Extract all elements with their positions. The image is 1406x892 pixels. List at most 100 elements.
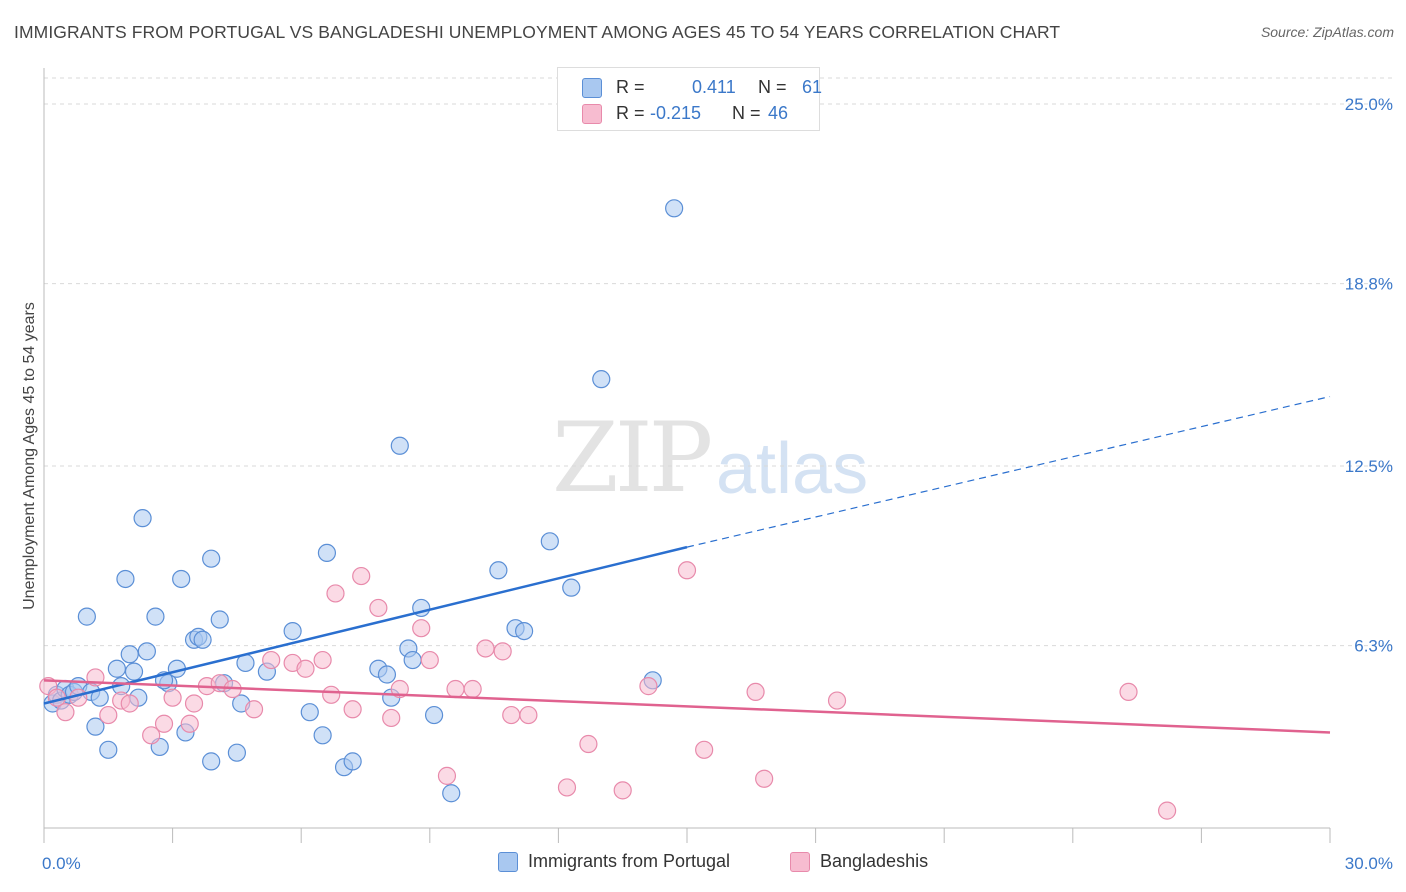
trendline-portugal <box>43 545 688 705</box>
point-portugal <box>77 607 96 626</box>
point-portugal <box>403 650 422 670</box>
point-portugal <box>283 621 302 641</box>
point-bangladeshi <box>120 694 139 713</box>
point-bangladeshi <box>244 700 264 719</box>
point-bangladeshi <box>746 682 765 701</box>
point-bangladeshi <box>677 561 697 580</box>
x-tick-label: 30.0% <box>1345 854 1393 873</box>
point-portugal <box>120 645 139 664</box>
point-portugal <box>390 436 409 455</box>
point-portugal <box>343 752 362 771</box>
point-bangladeshi <box>420 650 439 670</box>
point-bangladeshi <box>390 679 409 699</box>
point-bangladeshi <box>369 598 388 618</box>
point-portugal <box>515 621 534 641</box>
point-bangladeshi <box>695 740 714 759</box>
legend-n-label: N = <box>732 102 761 123</box>
point-bangladeshi <box>412 619 431 638</box>
point-bangladeshi <box>463 679 482 699</box>
chart-title: IMMIGRANTS FROM PORTUGAL VS BANGLADESHI … <box>14 22 1061 42</box>
legend-label-bangladeshi: Bangladeshis <box>820 851 929 871</box>
point-portugal <box>124 662 144 681</box>
point-bangladeshi <box>313 650 332 670</box>
point-bangladeshi <box>755 769 774 788</box>
point-bangladeshi <box>56 703 75 722</box>
y-axis-label: Unemployment Among Ages 45 to 54 years <box>21 302 38 610</box>
point-bangladeshi <box>382 708 401 728</box>
point-portugal <box>202 752 221 771</box>
point-portugal <box>86 717 105 736</box>
legend-r-value: -0.215 <box>650 102 702 123</box>
correlation-legend: R = 0.411 N = 61 R = -0.215 N = 46 <box>557 67 823 131</box>
legend-label-portugal: Immigrants from Portugal <box>528 851 731 871</box>
point-portugal <box>146 607 165 626</box>
point-bangladeshi <box>639 677 658 696</box>
legend-n-value: 46 <box>768 102 789 123</box>
point-portugal <box>489 561 508 580</box>
point-portugal <box>99 740 118 759</box>
series-legend: Immigrants from Portugal Bangladeshis <box>0 851 1406 877</box>
point-bangladeshi <box>142 726 161 745</box>
point-bangladeshi <box>446 679 465 699</box>
point-bangladeshi <box>343 700 362 719</box>
point-bangladeshi <box>1158 801 1177 820</box>
legend-r-label: R = <box>616 76 645 97</box>
legend-swatch-bangladeshi <box>790 851 810 872</box>
point-portugal <box>313 726 332 745</box>
point-portugal <box>317 543 337 563</box>
point-portugal <box>592 370 611 389</box>
point-bangladeshi <box>154 714 174 733</box>
point-portugal <box>377 665 397 684</box>
point-portugal <box>116 569 135 589</box>
point-bangladeshi <box>519 705 538 725</box>
point-bangladeshi <box>502 705 521 725</box>
legend-n-label: N = <box>758 76 787 97</box>
legend-swatch-bangladeshi <box>582 104 602 124</box>
legend-n-value: 61 <box>802 76 823 97</box>
point-bangladeshi <box>827 691 847 710</box>
legend-item-portugal[interactable]: Immigrants from Portugal <box>498 851 730 872</box>
point-bangladeshi <box>184 694 204 713</box>
point-portugal <box>202 549 221 568</box>
point-bangladeshi <box>613 781 632 800</box>
point-bangladeshi <box>1119 682 1138 701</box>
point-bangladeshi <box>322 685 341 704</box>
legend-swatch-portugal <box>498 851 518 872</box>
x-tick-label: 0.0% <box>42 854 81 873</box>
point-bangladeshi <box>180 714 199 733</box>
source-credit: Source: ZipAtlas.com <box>1260 24 1394 40</box>
watermark-zip: ZIP <box>552 402 713 514</box>
legend-swatch-portugal <box>582 78 602 98</box>
point-bangladeshi <box>476 639 495 658</box>
legend-r-label: R = <box>616 102 645 123</box>
point-portugal <box>193 630 212 649</box>
point-bangladeshi <box>262 650 281 670</box>
point-bangladeshi <box>437 766 457 785</box>
y-tick-label: 25.0% <box>1345 95 1393 114</box>
watermark-atlas: atlas <box>716 429 869 509</box>
point-portugal <box>300 703 319 722</box>
point-portugal <box>210 610 229 629</box>
point-portugal <box>442 784 461 803</box>
point-bangladeshi <box>557 778 577 797</box>
point-portugal <box>137 642 156 661</box>
point-bangladeshi <box>493 642 512 661</box>
y-tick-label: 6.3% <box>1354 637 1393 656</box>
point-bangladeshi <box>296 659 315 678</box>
y-tick-label: 12.5% <box>1345 457 1393 476</box>
point-bangladeshi <box>163 688 182 707</box>
point-portugal <box>562 578 581 597</box>
point-portugal <box>107 659 126 678</box>
point-bangladeshi <box>99 705 118 725</box>
legend-item-bangladeshi[interactable]: Bangladeshis <box>790 851 928 872</box>
trendline-bangladeshi <box>43 679 1331 734</box>
point-portugal <box>665 199 684 218</box>
point-bangladeshi <box>326 584 345 603</box>
point-bangladeshi <box>579 734 598 754</box>
point-bangladeshi <box>352 566 371 586</box>
point-portugal <box>133 509 152 528</box>
point-portugal <box>424 705 444 725</box>
point-portugal <box>227 743 246 762</box>
point-portugal <box>540 532 559 551</box>
